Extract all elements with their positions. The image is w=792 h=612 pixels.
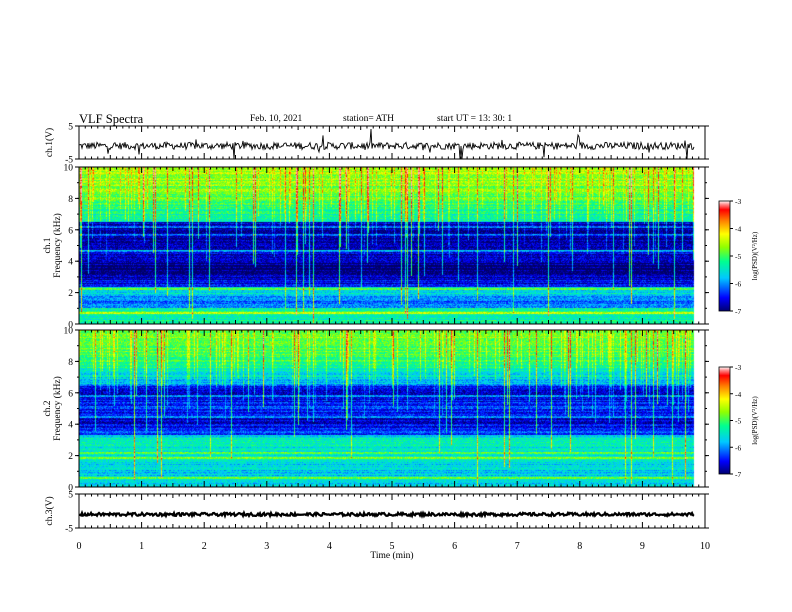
start-time-label: start UT = 13: 30: 1	[437, 114, 513, 124]
colorbar-tick-label: -7	[735, 307, 741, 316]
y-tick-label: 2	[68, 452, 73, 462]
spectrogram-ch1-colorbar: -3 -4 -5 -6 -7 log(PSD)(V²/Hz)	[718, 197, 759, 316]
spectrogram-ch1-image	[79, 167, 705, 324]
colorbar-gradient	[718, 366, 731, 475]
colorbar-tick-label: -6	[735, 443, 741, 452]
y-tick-label: 8	[68, 358, 73, 368]
colorbar-label: log(PSD)(V²/Hz)	[751, 231, 759, 280]
colorbar-gradient	[718, 200, 731, 312]
chart-title: VLF Spectra	[79, 112, 144, 126]
waveform-ch1-panel: 5 -5 ch.1(V)	[44, 123, 709, 166]
colorbar-tick-label: -5	[735, 417, 741, 426]
x-tick-label: 9	[640, 541, 645, 552]
y-tick-label: 10	[64, 164, 74, 174]
y-tick-label: -5	[65, 156, 73, 166]
spectrogram-ch2-colorbar: -3 -4 -5 -6 -7 log(PSD)(V²/Hz)	[718, 363, 759, 479]
spectrogram-ch2-ylabel: ch.2	[43, 400, 53, 416]
spectrogram-ch2-panel: 0 2 4 6 8 10 ch.2 Frequency (kHz) -3 -4 -5 -6 -7 log(…	[43, 327, 759, 494]
spectrogram-ch1-ylabel: ch.1	[43, 237, 53, 253]
x-tick-label: 5	[390, 541, 395, 552]
waveform-ch3-ylabel: ch.3(V)	[44, 496, 55, 525]
x-tick-label: 8	[577, 541, 582, 552]
colorbar-label: log(PSD)(V²/Hz)	[751, 396, 759, 445]
colorbar-tick-label: -4	[735, 390, 741, 399]
y-tick-label: 0	[68, 321, 73, 331]
spectrogram-ch2-ylabel-freq: Frequency (kHz)	[52, 376, 63, 441]
colorbar-tick-label: -6	[735, 280, 741, 289]
y-tick-label: -5	[65, 525, 73, 535]
y-tick-label: 4	[68, 421, 73, 431]
x-tick-label: 0	[77, 541, 82, 552]
waveform-ch1-ylabel: ch.1(V)	[44, 128, 55, 157]
x-tick-label: 1	[139, 541, 144, 552]
y-tick-label: 5	[68, 123, 73, 133]
y-tick-label: 8	[68, 195, 73, 205]
y-tick-label: 4	[68, 258, 73, 268]
spectrogram-ch1-panel: 0 2 4 6 8 10 ch.1 Frequency (kHz) -3 -4 -5 -6 -7 log(…	[43, 164, 759, 331]
x-axis-label: Time (min)	[370, 550, 413, 561]
waveform-ch3-trace	[78, 509, 695, 520]
y-tick-label: 2	[68, 289, 73, 299]
colorbar-tick-label: -7	[735, 470, 741, 479]
y-tick-label: 6	[68, 226, 73, 236]
colorbar-tick-label: -5	[735, 252, 741, 261]
x-tick-label: 6	[452, 541, 457, 552]
waveform-ch1-trace	[78, 129, 695, 160]
colorbar-tick-label: -4	[735, 225, 741, 234]
x-tick-label: 2	[202, 541, 207, 552]
spectrogram-ch1-ylabel-freq: Frequency (kHz)	[52, 213, 63, 278]
colorbar-tick-label: -3	[735, 197, 741, 206]
waveform-ch3-panel: 5 -5 ch.3(V)	[44, 491, 709, 535]
colorbar-tick-label: -3	[735, 363, 741, 372]
x-tick-label: 7	[515, 541, 520, 552]
y-tick-label: 0	[68, 484, 73, 494]
y-tick-label: 6	[68, 389, 73, 399]
x-tick-label: 4	[327, 541, 332, 552]
spectrogram-ch2-image	[79, 330, 705, 487]
y-tick-label: 10	[64, 327, 74, 337]
date-label: Feb. 10, 2021	[250, 114, 303, 124]
x-tick-label: 10	[700, 541, 710, 552]
y-tick-label: 5	[68, 491, 73, 501]
x-tick-label: 3	[264, 541, 269, 552]
station-label: station= ATH	[343, 114, 395, 124]
